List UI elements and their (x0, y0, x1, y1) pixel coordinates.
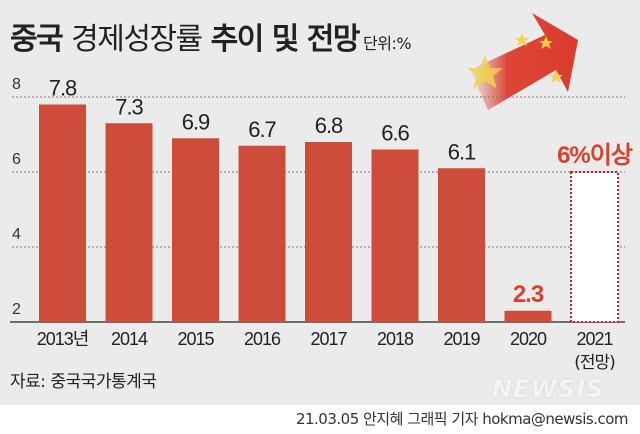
bar (438, 168, 485, 322)
data-label: 2.3 (513, 281, 544, 308)
newsis-logo: NEWSIS (492, 375, 605, 403)
unit-label: 단위:% (363, 34, 412, 53)
data-label: 6.6 (381, 121, 409, 146)
data-label: 6.7 (248, 117, 276, 142)
china-flag-arrow-icon (467, 13, 578, 110)
data-label: 6.9 (182, 109, 210, 134)
x-tick-sublabel: (전망) (574, 353, 615, 373)
y-tick-label: 2 (12, 301, 21, 318)
y-tick-label: 6 (12, 151, 21, 168)
bar (504, 310, 552, 322)
y-tick-label: 8 (12, 76, 21, 93)
x-tick-label: 2013년 (37, 329, 89, 349)
bar (238, 145, 286, 322)
x-tick-label: 2014 (111, 329, 148, 349)
data-label: 6.8 (315, 113, 343, 138)
forecast-bar (570, 171, 619, 323)
data-label: 7.3 (115, 94, 143, 119)
credit-line: 21.03.05 안지혜 그래픽 기자 hokma@newsis.com (295, 410, 629, 428)
x-tick-label: 2018 (377, 329, 414, 349)
y-tick-label: 4 (12, 226, 21, 243)
bar (172, 138, 219, 322)
x-tick-label: 2016 (244, 329, 281, 349)
bar (305, 142, 352, 322)
bar (39, 104, 86, 322)
x-tick-label: 2019 (443, 329, 480, 349)
chart-title: 중국 경제성장률 추이 및 전망 단위:% (10, 22, 412, 57)
x-tick-label: 2020 (510, 329, 547, 349)
x-tick-label: 2021 (576, 329, 613, 349)
x-tick-label: 2017 (310, 329, 347, 349)
bar (105, 123, 153, 322)
x-tick-label: 2015 (177, 329, 214, 349)
data-label: 6.1 (448, 139, 476, 164)
source-note: 자료: 중국국가통계국 (10, 372, 157, 392)
data-label: 6%이상 (557, 142, 633, 169)
data-label: 7.8 (49, 76, 77, 101)
bar (371, 149, 419, 322)
